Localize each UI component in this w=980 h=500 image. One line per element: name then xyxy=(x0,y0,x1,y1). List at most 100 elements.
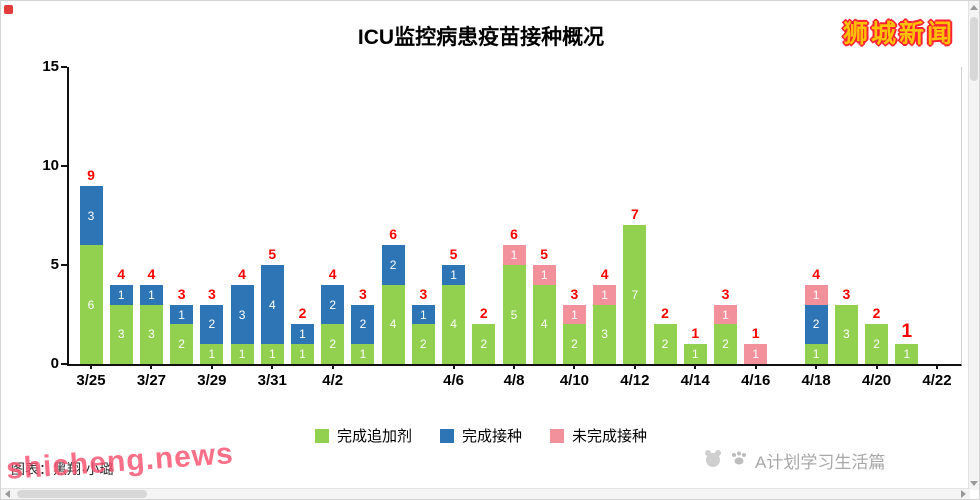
segment-value-label: 3 xyxy=(117,327,125,342)
bar-segment-booster: 3 xyxy=(593,304,617,364)
bar-segment-booster: 4 xyxy=(442,284,466,364)
bar-segment-full: 3 xyxy=(230,284,254,345)
segment-value-label: 5 xyxy=(510,307,518,322)
horizontal-scrollbar[interactable] xyxy=(1,488,970,499)
bar-segment-booster: 7 xyxy=(623,225,647,364)
bar-total-label: 2 xyxy=(661,305,669,322)
bar-segment-booster: 2 xyxy=(714,324,737,364)
segment-value-label: 1 xyxy=(420,307,427,322)
bar-segment-booster: 1 xyxy=(895,344,919,364)
brand-logo-text: 狮城新闻 xyxy=(842,20,955,48)
segment-value-label: 2 xyxy=(571,337,578,352)
x-tick-mark xyxy=(210,364,213,369)
bar-4/14: 1 xyxy=(683,344,707,364)
legend-swatch-booster xyxy=(314,428,329,443)
paw-icon xyxy=(730,449,748,472)
y-tick-label: 15 xyxy=(42,58,59,75)
x-tick-label: 4/18 xyxy=(801,372,831,389)
segment-value-label: 2 xyxy=(420,337,427,352)
segment-value-label: 2 xyxy=(359,317,367,332)
y-tick-label: 5 xyxy=(50,256,59,273)
x-tick-mark xyxy=(633,364,636,369)
x-tick-label: 4/22 xyxy=(922,372,952,389)
x-tick-label: 3/27 xyxy=(136,372,167,389)
legend-swatch-partial xyxy=(550,428,564,443)
x-tick-mark xyxy=(694,364,697,369)
segment-value-label: 4 xyxy=(389,317,397,332)
segment-value-label: 1 xyxy=(268,347,276,362)
bar-segment-booster: 1 xyxy=(351,344,375,364)
segment-value-label: 2 xyxy=(661,337,669,352)
bar-segment-full: 1 xyxy=(170,304,194,325)
segment-value-label: 1 xyxy=(812,347,820,362)
bar-total-label: 4 xyxy=(147,265,156,282)
scrollbar-right-icon[interactable] xyxy=(961,490,966,498)
x-tick-mark xyxy=(271,364,274,369)
bar-total-label: 7 xyxy=(630,206,639,223)
x-tick-label: 4/16 xyxy=(741,372,771,389)
legend-label: 完成接种 xyxy=(461,428,522,445)
vertical-scrollbar[interactable] xyxy=(968,1,979,490)
scrollbar-up-icon[interactable] xyxy=(970,5,978,10)
bar-total-label: 4 xyxy=(117,265,126,282)
bar-total-label: 1 xyxy=(901,321,913,343)
bar-segment-booster: 2 xyxy=(472,324,496,364)
segment-value-label: 2 xyxy=(178,337,185,352)
segment-value-label: 3 xyxy=(601,327,608,342)
bar-total-label: 3 xyxy=(570,285,579,302)
y-tick-mark xyxy=(61,264,67,266)
bar-segment-full: 2 xyxy=(351,304,375,345)
segment-value-label: 4 xyxy=(540,317,548,332)
x-tick-label: 4/6 xyxy=(443,372,464,389)
bar-segment-booster: 2 xyxy=(321,324,345,364)
x-tick-label: 4/2 xyxy=(322,372,344,389)
legend-swatch-full xyxy=(439,428,454,443)
bar-total-label: 3 xyxy=(721,285,730,302)
segment-value-label: 3 xyxy=(843,327,850,342)
bar-segment-partial: 1 xyxy=(744,344,768,364)
segment-value-label: 1 xyxy=(208,347,216,362)
segment-value-label: 1 xyxy=(903,347,911,362)
x-tick-label: 4/8 xyxy=(503,372,525,389)
scrollbar-left-icon[interactable] xyxy=(5,490,10,498)
segment-value-label: 3 xyxy=(87,208,95,223)
x-tick-mark xyxy=(331,364,334,369)
bar-segment-full: 1 xyxy=(109,284,133,305)
y-tick-label: 0 xyxy=(50,355,59,372)
segment-value-label: 1 xyxy=(540,267,548,282)
bar-segment-booster: 1 xyxy=(200,344,224,364)
bar-segment-booster: 1 xyxy=(804,344,828,364)
vertical-scrollbar-thumb[interactable] xyxy=(970,17,978,81)
y-tick-label: 10 xyxy=(42,157,59,174)
bar-4/7: 2 xyxy=(472,324,496,364)
bar-segment-partial: 1 xyxy=(562,304,586,325)
bar-segment-booster: 2 xyxy=(653,324,677,364)
x-tick-mark xyxy=(936,364,938,369)
bar-segment-partial: 1 xyxy=(804,284,828,305)
x-tick-label: 3/29 xyxy=(197,372,227,389)
segment-value-label: 1 xyxy=(148,287,155,302)
segment-value-label: 2 xyxy=(329,337,337,352)
segment-value-label: 2 xyxy=(812,317,820,332)
segment-value-label: 2 xyxy=(329,297,337,312)
x-tick-label: 4/14 xyxy=(680,372,710,389)
bar-segment-full: 1 xyxy=(411,304,435,325)
y-tick-mark xyxy=(61,363,67,365)
scrollbar-down-icon[interactable] xyxy=(970,481,978,486)
segment-value-label: 1 xyxy=(752,347,760,362)
bar-segment-full: 2 xyxy=(804,304,828,345)
chart-title: ICU监控病患疫苗接种概况 xyxy=(357,26,605,49)
bar-total-label: 9 xyxy=(87,166,95,183)
bar-segment-booster: 2 xyxy=(170,324,194,364)
horizontal-scrollbar-thumb[interactable] xyxy=(17,490,147,498)
bar-total-label: 3 xyxy=(419,285,428,302)
y-tick-mark xyxy=(61,66,67,68)
segment-value-label: 3 xyxy=(148,327,155,342)
